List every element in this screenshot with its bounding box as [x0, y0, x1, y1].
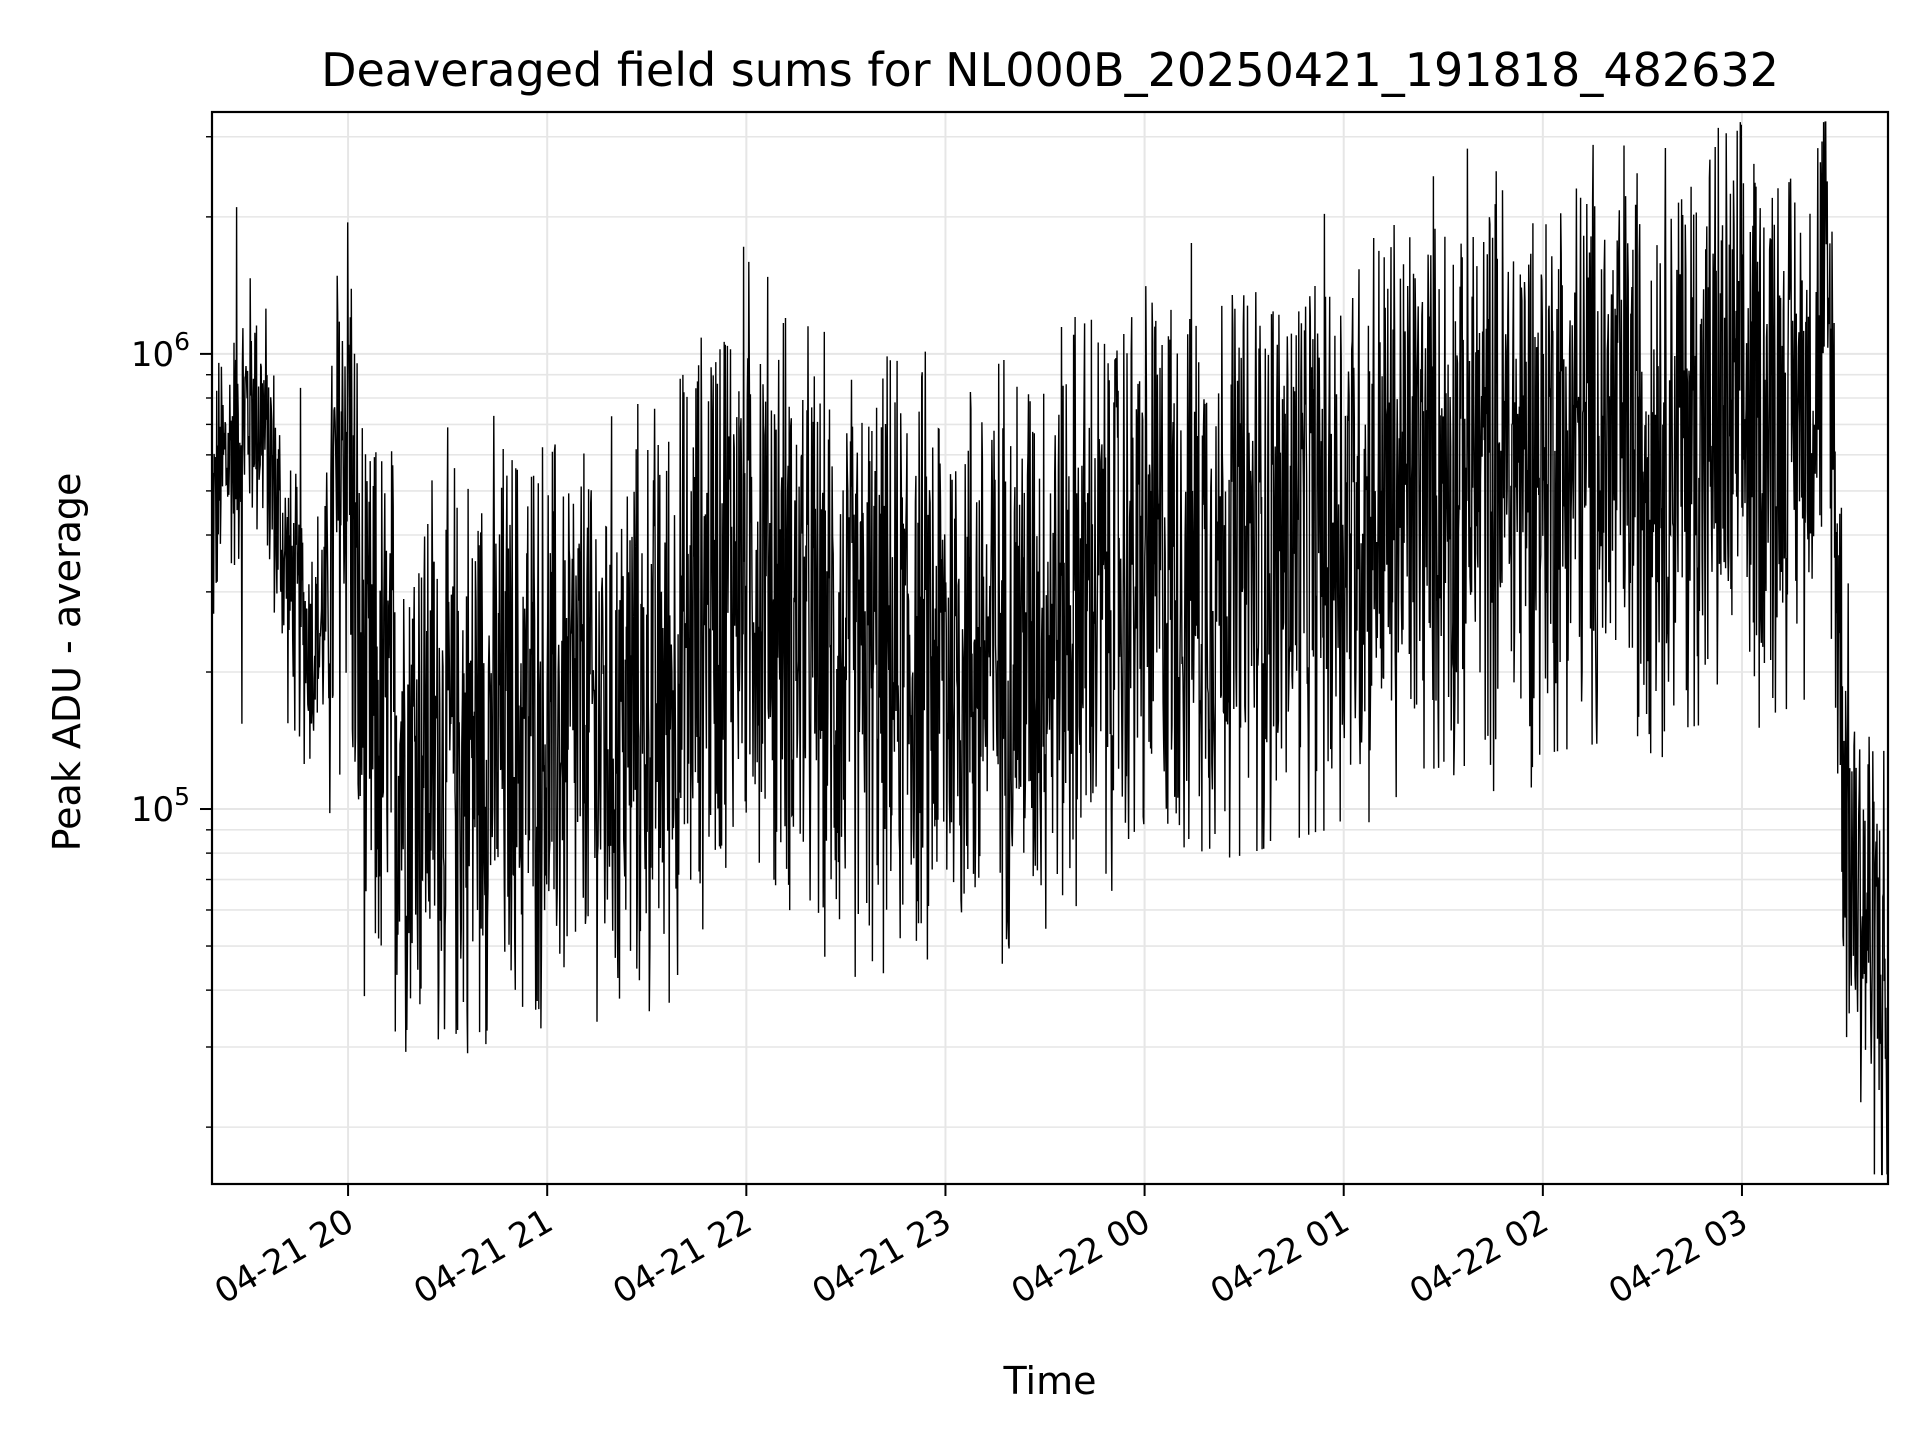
chart-title: Deaveraged field sums for NL000B_2025042…: [321, 43, 1779, 97]
y-axis-label: Peak ADU - average: [45, 473, 89, 852]
plot-frame: [210, 110, 1890, 1186]
y-axis-ticks: 105 106: [131, 136, 212, 1128]
y-tick-label: 105: [131, 782, 190, 830]
x-axis-label: Time: [1003, 1359, 1097, 1403]
plot-area: [212, 121, 1888, 1176]
y-tick-label: 106: [131, 327, 190, 375]
series-line: [212, 121, 1888, 1176]
